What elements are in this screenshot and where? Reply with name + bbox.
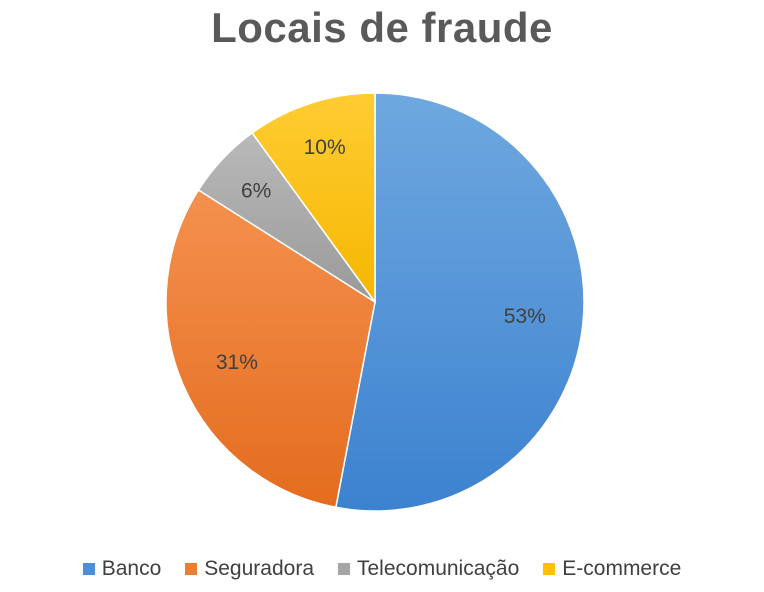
legend-item: Telecomunicação	[338, 557, 519, 581]
legend-label: Seguradora	[204, 557, 314, 580]
legend-swatch	[82, 563, 95, 575]
pie-slice-e-commerce	[251, 92, 376, 305]
pie-slice-banco	[334, 92, 585, 512]
legend: Banco Seguradora Telecomunicação E-commerce	[0, 554, 764, 584]
data-label: 10%	[304, 136, 346, 159]
legend-item: Banco	[82, 557, 162, 581]
legend-item: E-commerce	[543, 557, 681, 581]
legend-item: Seguradora	[185, 557, 314, 581]
legend-swatch	[185, 563, 198, 575]
data-label: 53%	[504, 305, 546, 328]
legend-label: E-commerce	[562, 557, 682, 580]
legend-label: Telecomunicação	[357, 557, 520, 580]
data-label: 31%	[216, 351, 258, 374]
data-label: 6%	[241, 179, 271, 202]
chart-title: Locais de fraude	[211, 4, 553, 51]
legend-swatch	[338, 563, 350, 575]
legend-swatch	[543, 563, 556, 575]
legend-label: Banco	[101, 557, 162, 580]
